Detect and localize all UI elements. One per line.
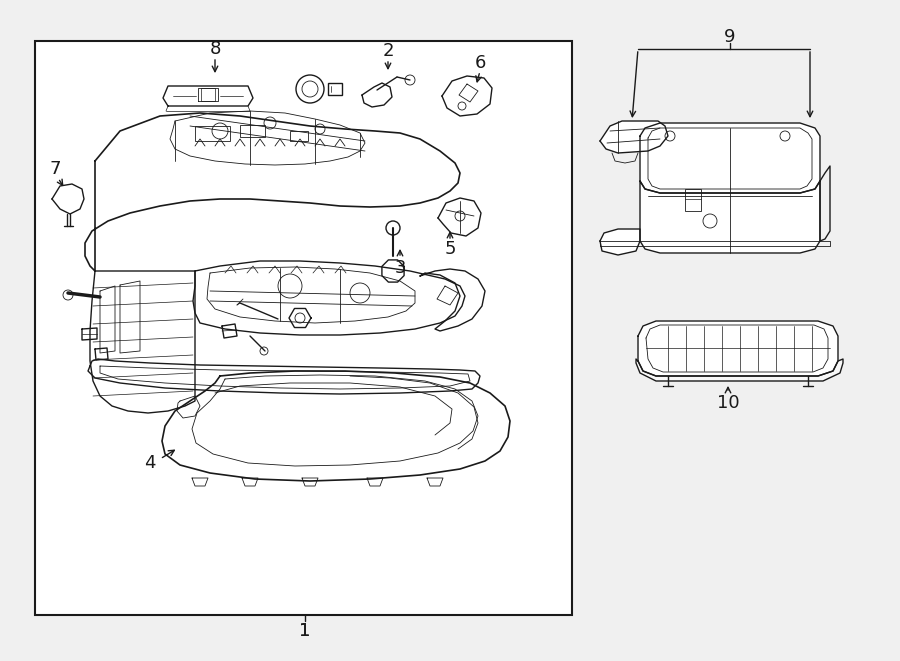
Text: 8: 8: [210, 40, 220, 58]
Polygon shape: [163, 86, 253, 106]
Polygon shape: [638, 321, 838, 376]
Polygon shape: [162, 371, 510, 481]
Bar: [35, 41, 572, 615]
Bar: [195, 126, 230, 141]
Text: 2: 2: [382, 42, 394, 60]
Text: 9: 9: [724, 28, 736, 46]
Text: 1: 1: [300, 622, 310, 640]
Polygon shape: [88, 359, 480, 394]
Polygon shape: [438, 198, 481, 236]
Bar: [290, 131, 308, 141]
Text: 6: 6: [474, 54, 486, 72]
Text: 5: 5: [445, 240, 455, 258]
Polygon shape: [640, 123, 820, 193]
Polygon shape: [85, 113, 460, 271]
Bar: [328, 83, 342, 95]
Text: 3: 3: [394, 259, 406, 277]
Polygon shape: [207, 267, 415, 323]
Polygon shape: [442, 76, 492, 116]
Polygon shape: [52, 184, 84, 214]
Polygon shape: [600, 229, 640, 255]
Polygon shape: [362, 83, 392, 107]
Text: 10: 10: [716, 394, 739, 412]
Bar: [685, 189, 701, 211]
Polygon shape: [600, 121, 668, 153]
Bar: [201, 88, 215, 101]
Text: 4: 4: [144, 454, 156, 472]
Text: 1: 1: [300, 622, 310, 640]
Polygon shape: [90, 271, 195, 413]
Polygon shape: [193, 261, 465, 335]
Polygon shape: [636, 359, 843, 381]
Polygon shape: [820, 166, 830, 241]
Text: 7: 7: [50, 160, 61, 178]
Polygon shape: [170, 111, 365, 165]
Polygon shape: [420, 269, 485, 331]
Bar: [240, 125, 265, 137]
Polygon shape: [640, 181, 820, 253]
